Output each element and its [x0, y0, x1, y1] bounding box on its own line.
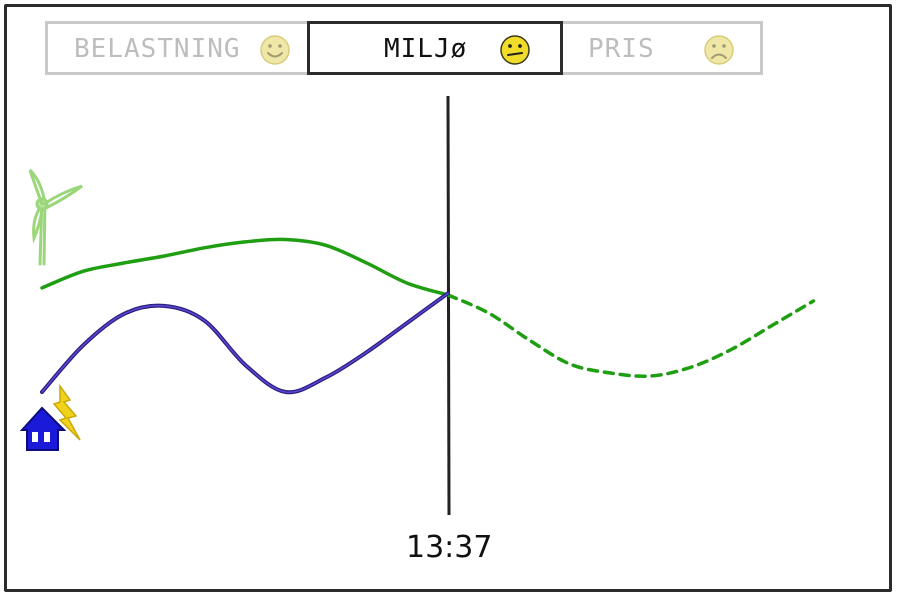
series-line-consumption-highlight	[41, 292, 449, 393]
wind-turbine-icon	[28, 168, 83, 266]
current-time-label: 13:37	[406, 530, 493, 565]
tab-miljo[interactable]: MILJø	[307, 21, 563, 75]
tab-label-pris: PRIS	[588, 34, 655, 64]
series-layer	[40, 237, 816, 395]
tab-label-miljo: MILJø	[384, 34, 468, 64]
current-time-marker	[446, 95, 451, 516]
tab-pris[interactable]: PRIS	[559, 21, 763, 75]
happy-face-icon	[260, 35, 290, 65]
house-lightning-icon	[19, 383, 81, 451]
neutral-face-icon	[500, 35, 530, 65]
sad-face-icon	[704, 35, 734, 65]
tab-label-belastning: BELASTNING	[74, 34, 241, 64]
series-line-consumption	[40, 291, 450, 395]
tab-belastning[interactable]: BELASTNING	[45, 21, 311, 75]
series-line-renewable-forecast	[446, 293, 816, 378]
series-line-renewable	[40, 237, 450, 297]
